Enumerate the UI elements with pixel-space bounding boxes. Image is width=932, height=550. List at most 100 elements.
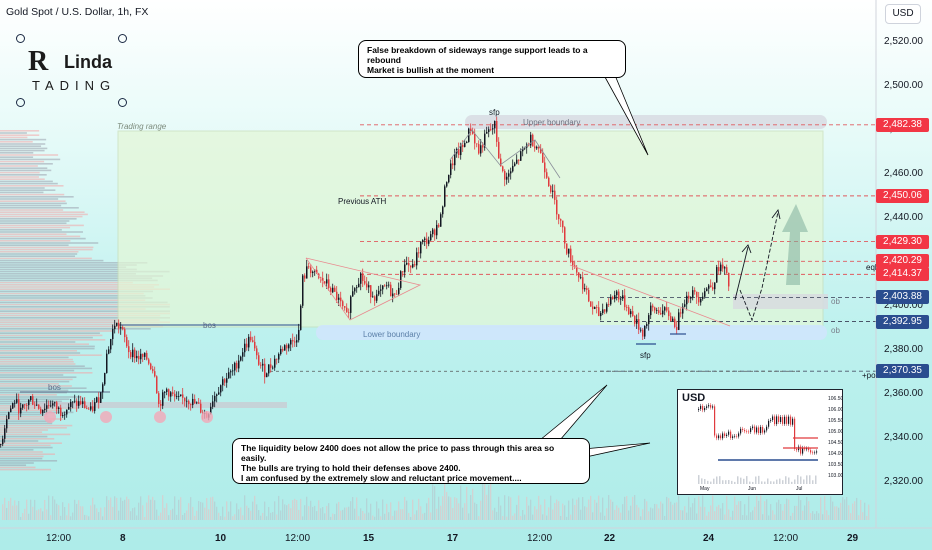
volume-bar (384, 513, 386, 520)
ob-zone-1 (733, 294, 828, 309)
volume-bar (522, 510, 524, 520)
volume-bar (94, 504, 96, 520)
candle-body (310, 267, 312, 274)
volume-bar (846, 496, 848, 520)
inset-candle-body (738, 433, 740, 437)
volume-bar (84, 514, 86, 520)
candle-body (130, 352, 132, 358)
volume-bar (654, 503, 656, 520)
candle-body (482, 145, 484, 148)
candle-body (144, 352, 146, 357)
volume-profile-bar (0, 413, 48, 416)
inset-volume-bar (815, 475, 817, 484)
volume-bar (168, 515, 170, 520)
volume-bar (576, 499, 578, 520)
candle-body (276, 358, 278, 360)
volume-profile-bar (0, 187, 45, 189)
dxy-inset-chart[interactable]: USD 106.50 106.00 105.50 105.00 104.50 104.00… (677, 389, 843, 495)
candle-body (328, 279, 330, 288)
candle-body (222, 379, 224, 386)
volume-bar (868, 504, 870, 520)
volume-bar (200, 501, 202, 520)
candle-body (566, 243, 568, 254)
inset-volume-bar (782, 480, 784, 484)
volume-profile-bar (0, 312, 170, 315)
volume-profile-bar (0, 147, 48, 150)
volume-bar (48, 495, 50, 520)
volume-profile-bar (0, 242, 99, 244)
candle-body (626, 307, 628, 308)
candle-body (486, 131, 488, 134)
volume-profile-bar (0, 275, 164, 277)
volume-bar (236, 503, 238, 520)
annotation-drawings (2, 67, 870, 520)
volume-profile-bar (0, 374, 64, 376)
logo-corner-dot (118, 34, 127, 43)
candle-body (302, 275, 304, 306)
candle-body (214, 395, 216, 402)
inset-candle-body (704, 407, 706, 411)
volume-profile-bar (0, 237, 86, 240)
callout-top[interactable]: False breakdown of sideways range suppor… (358, 40, 626, 78)
volume-profile-bar (0, 266, 127, 268)
candle-body (582, 277, 584, 290)
inset-candle-body (776, 416, 778, 425)
candle-body (548, 177, 550, 187)
candle-body (698, 297, 700, 303)
sfp-marker (44, 411, 56, 423)
candle-body (232, 370, 234, 372)
volume-bar (380, 516, 382, 520)
inset-candle-body (730, 431, 732, 438)
volume-bar (148, 495, 150, 520)
volume-bar (800, 500, 802, 520)
candle-body (692, 290, 694, 298)
volume-bar (404, 496, 406, 520)
volume-bar (650, 507, 652, 520)
candle-body (78, 401, 80, 406)
volume-bar (672, 504, 674, 520)
candle-body (662, 310, 664, 315)
candle-body (132, 349, 134, 358)
volume-profile-bar (0, 398, 70, 400)
volume-profile-bar (0, 178, 45, 180)
candle-body (80, 401, 82, 405)
volume-bar (250, 510, 252, 520)
volume-profile-bar (0, 416, 49, 418)
callout-bottom-line-2: The bulls are trying to hold their defen… (241, 463, 461, 473)
volume-bar (56, 503, 58, 520)
volume-bar (518, 495, 520, 520)
volume-bar (820, 497, 822, 520)
candle-body (156, 376, 158, 394)
volume-bar (260, 515, 262, 520)
volume-profile-bar (0, 367, 93, 370)
volume-bar (858, 515, 860, 520)
volume-bar (662, 503, 664, 520)
volume-profile-bar (0, 411, 74, 414)
inset-candle-body (760, 426, 762, 434)
volume-profile-bar (0, 141, 33, 143)
volume-bar (142, 505, 144, 520)
callout-bottom[interactable]: The liquidity below 2400 does not allow … (232, 438, 590, 484)
volume-bar (524, 514, 526, 520)
volume-profile-bar (0, 464, 27, 466)
candle-body (400, 271, 402, 288)
volume-bar (194, 515, 196, 520)
volume-bar (308, 506, 310, 520)
inset-y-tick: 105.00 (828, 429, 842, 435)
candle-body (570, 248, 572, 262)
volume-bar (446, 491, 448, 520)
volume-bar (224, 516, 226, 520)
candle-body (606, 304, 608, 312)
currency-button[interactable]: USD (885, 4, 921, 24)
inset-candle-body (794, 418, 796, 450)
inset-volume-bar (740, 477, 742, 484)
candle-body (262, 363, 264, 366)
candle-body (356, 287, 358, 289)
volume-profile-bar (0, 369, 75, 372)
volume-bar (174, 496, 176, 520)
inset-candle-body (768, 420, 770, 427)
candle-body (38, 404, 40, 409)
candle-body (350, 296, 352, 313)
candle-body (142, 353, 144, 357)
